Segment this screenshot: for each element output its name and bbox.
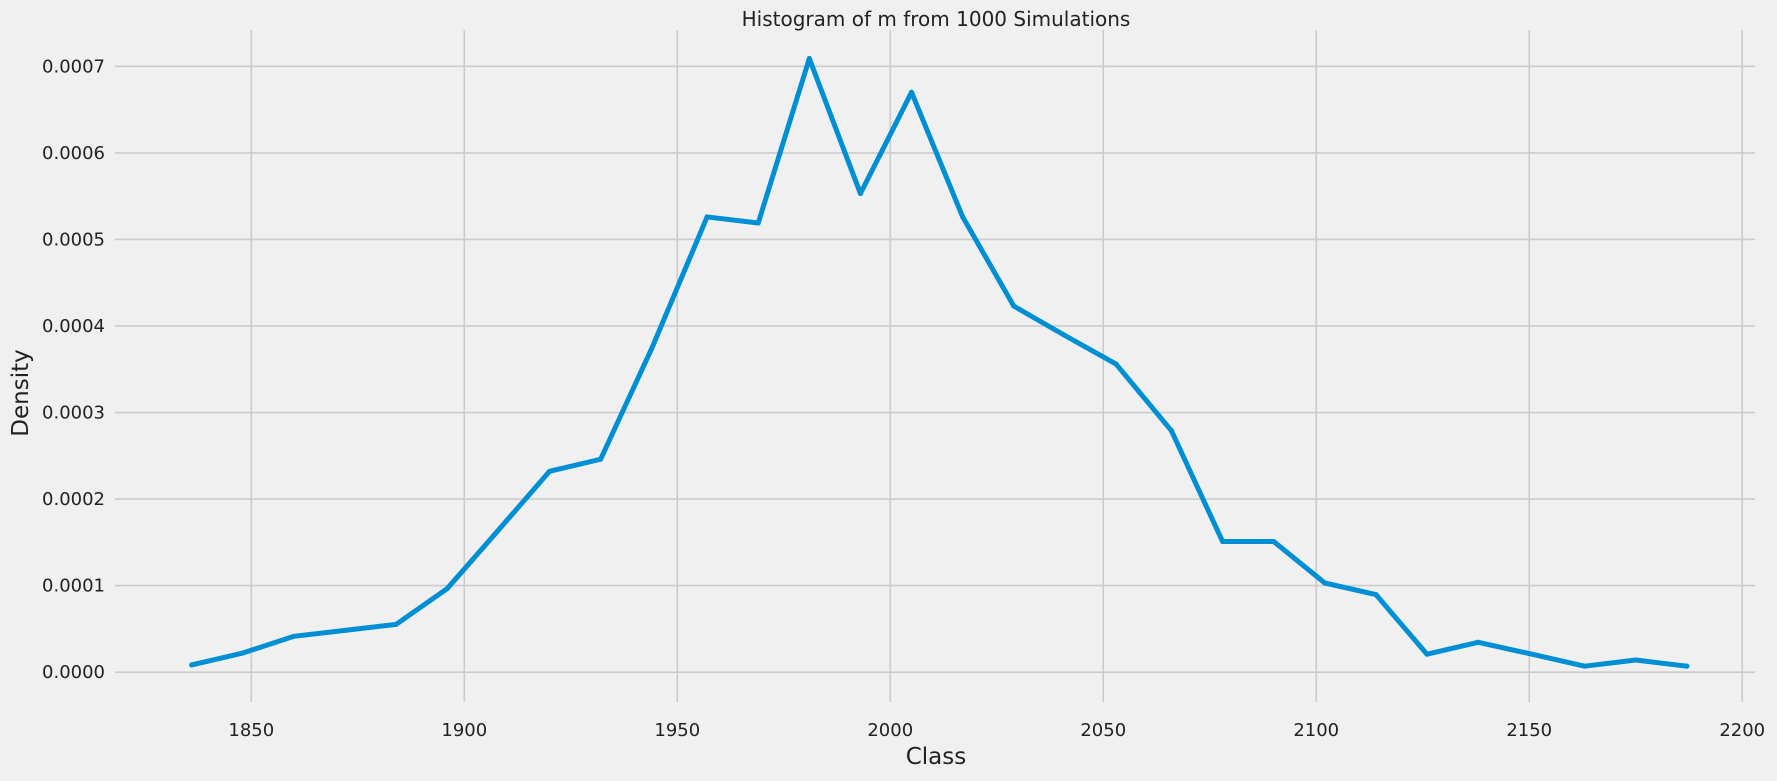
x-tick-label: 2100 [1293,720,1339,741]
data-point [755,220,761,226]
y-tick-label: 0.0000 [42,662,105,683]
data-point [1526,651,1532,657]
data-point [909,89,915,95]
density-line [189,56,1690,669]
data-point [1322,580,1328,586]
y-tick-label: 0.0005 [42,229,105,250]
x-tick-label: 2000 [867,720,913,741]
data-point [704,214,710,220]
data-point [1373,592,1379,598]
data-point [1062,332,1068,338]
x-tick-label: 1850 [228,720,274,741]
data-point [649,345,655,351]
x-tick-label: 2200 [1719,720,1765,741]
y-tick-label: 0.0001 [42,576,105,597]
data-point [546,468,552,474]
data-point [1684,663,1690,669]
data-point [598,456,604,462]
data-point [1424,651,1430,657]
data-point [1113,361,1119,367]
data-point [960,214,966,220]
data-point [444,586,450,592]
x-axis-title: Class [906,744,967,770]
y-axis-title: Density [8,349,34,436]
x-tick-label: 2150 [1506,720,1552,741]
data-point [1475,639,1481,645]
data-point [1582,663,1588,669]
y-tick-label: 0.0002 [42,489,105,510]
data-point [1633,657,1639,663]
x-tick-label: 1900 [441,720,487,741]
y-tick-labels: 0.0000 0.0001 0.0002 0.0003 0.0004 0.0005 0.00… [42,56,105,683]
data-point [1271,538,1277,544]
series-layer [189,56,1690,669]
data-point [495,527,501,533]
x-tick-labels: 1850 1900 1950 2000 2050 2100 2150 2200 [228,720,1765,741]
y-tick-label: 0.0004 [42,316,105,337]
data-point [189,662,195,668]
data-point [342,627,348,633]
y-tick-label: 0.0003 [42,403,105,424]
chart-title: Histogram of m from 1000 Simulations [742,7,1131,31]
data-point [240,650,246,656]
data-point [1220,538,1226,544]
data-point [291,633,297,639]
data-point [806,56,812,62]
data-point [1168,428,1174,434]
data-point [393,621,399,627]
x-tick-label: 2050 [1080,720,1126,741]
data-point [1011,303,1017,309]
y-tick-label: 0.0006 [42,143,105,164]
data-point [857,191,863,197]
grid-layer [115,30,1755,702]
y-tick-label: 0.0007 [42,56,105,77]
x-tick-label: 1950 [654,720,700,741]
